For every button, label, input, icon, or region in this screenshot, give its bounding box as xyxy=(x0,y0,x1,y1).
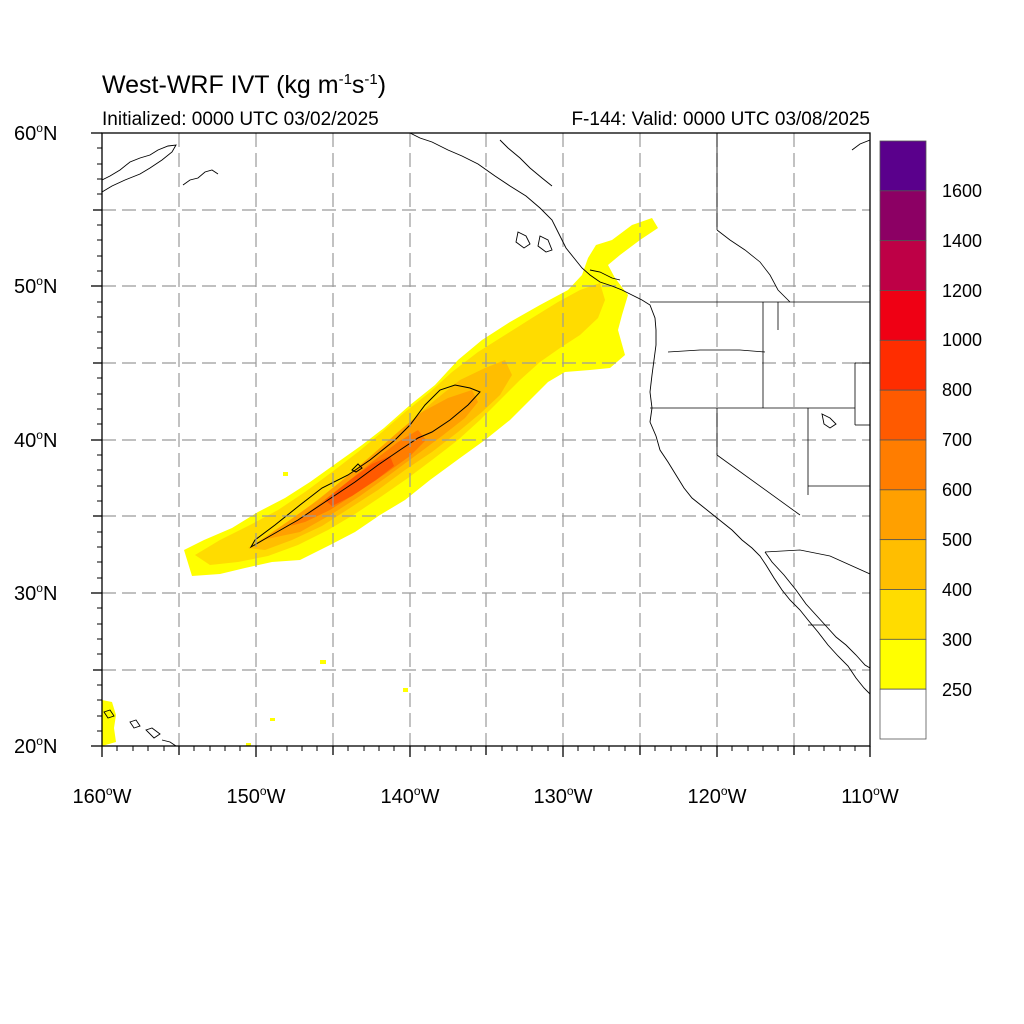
colorbar-box xyxy=(879,290,927,341)
lon-label: 140oW xyxy=(380,784,440,808)
colorbar-box xyxy=(879,339,927,391)
lat-label: 60oN xyxy=(14,121,58,145)
ivt-300-region xyxy=(195,283,605,565)
colorbar-box xyxy=(879,439,927,491)
colorbar-label: 1000 xyxy=(942,330,983,350)
plot-title: West-WRF IVT (kg m-1s-1) xyxy=(102,71,387,99)
colorbar-box xyxy=(879,688,927,740)
ivt-700-region xyxy=(325,456,394,506)
colorbar-box xyxy=(879,589,927,640)
minor-tick-marks xyxy=(97,147,856,751)
colorbar-label: 1600 xyxy=(942,181,983,201)
map-panel xyxy=(102,133,870,746)
lat-label: 40oN xyxy=(14,428,58,452)
colorbar-label: 1200 xyxy=(942,281,983,301)
graticule xyxy=(102,133,870,746)
colorbar-box xyxy=(879,140,927,192)
lat-label: 50oN xyxy=(14,274,58,298)
ivt-250-speck xyxy=(270,718,275,721)
lat-label: 30oN xyxy=(14,581,58,605)
colorbar-box xyxy=(879,489,927,541)
colorbar-label: 800 xyxy=(942,380,973,400)
ivt-250-speck xyxy=(320,660,326,664)
colorbar-label: 700 xyxy=(942,430,973,450)
lon-label: 120oW xyxy=(687,784,747,808)
colorbar-box xyxy=(879,389,927,441)
lon-label: 150oW xyxy=(226,784,286,808)
valid-time-label: F-144: Valid: 0000 UTC 03/08/2025 xyxy=(571,109,870,130)
colorbar-box xyxy=(879,240,927,291)
lon-label: 160oW xyxy=(72,784,132,808)
ivt-250-speck xyxy=(403,688,408,692)
colorbar-box xyxy=(879,539,927,590)
atmospheric-river-shading xyxy=(102,218,658,746)
colorbar xyxy=(879,140,927,740)
colorbar-label: 300 xyxy=(942,630,973,650)
lon-label: 110oW xyxy=(841,784,899,808)
colorbar-label: 400 xyxy=(942,580,973,600)
colorbar-box xyxy=(879,190,927,242)
ivt-250-speck xyxy=(246,743,251,746)
ivt-250-region xyxy=(184,218,658,576)
political-borders xyxy=(650,133,870,626)
ivt-contour-line xyxy=(249,384,481,549)
initialized-label: Initialized: 0000 UTC 03/02/2025 xyxy=(102,109,379,130)
colorbar-label: 250 xyxy=(942,680,973,700)
coastline xyxy=(102,133,870,746)
colorbar-label: 500 xyxy=(942,530,973,550)
lon-label: 130oW xyxy=(533,784,593,808)
colorbar-label: 1400 xyxy=(942,231,983,251)
colorbar-label: 600 xyxy=(942,480,973,500)
ivt-250-speck xyxy=(283,472,288,476)
map-frame-and-ticks xyxy=(91,132,871,757)
colorbar-box xyxy=(879,638,927,690)
lat-label: 20oN xyxy=(14,734,58,758)
